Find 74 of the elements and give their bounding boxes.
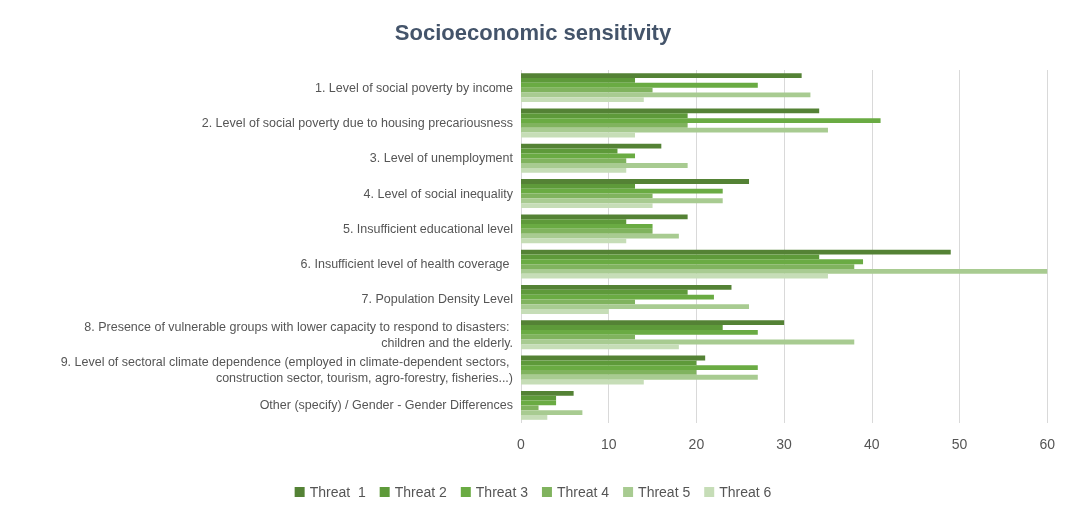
y-tick-label: 8. Presence of vulnerable groups with lower capacity to respond to disasters: children and the elderly. <box>84 319 513 350</box>
y-tick-label: 5. Insufficient educational level <box>342 221 513 236</box>
bar <box>521 415 548 420</box>
bar <box>521 163 688 168</box>
x-tick-label: 0 <box>517 436 526 452</box>
bar <box>521 238 627 244</box>
y-tick-label: 1. Level of social poverty by income <box>314 80 514 95</box>
bar <box>521 78 636 83</box>
legend-label: Threat 1 <box>309 484 366 500</box>
bar <box>521 188 723 194</box>
bar <box>521 289 688 295</box>
bar <box>521 158 627 164</box>
bar <box>521 325 723 330</box>
legend-label: Threat 2 <box>394 484 448 500</box>
bar <box>521 304 750 310</box>
y-tick-label: 3. Level of unemployment <box>369 151 514 166</box>
bar <box>521 360 697 366</box>
bar <box>521 299 636 305</box>
y-tick-label: 4. Level of social inequality <box>363 186 514 201</box>
bar <box>521 334 636 340</box>
bar <box>521 97 644 103</box>
bar <box>521 273 828 279</box>
bar <box>521 249 951 255</box>
bar <box>521 329 758 335</box>
bar <box>521 92 811 98</box>
bar <box>521 82 758 88</box>
y-tick-label: 2. Level of social poverty due to housing precariousness <box>201 115 513 130</box>
bar <box>521 405 539 411</box>
bar <box>521 143 662 149</box>
bar <box>521 73 802 78</box>
legend-label: Threat 4 <box>556 484 610 500</box>
legend-label: Threat 5 <box>638 484 691 500</box>
bar <box>521 108 820 114</box>
bar <box>521 284 732 290</box>
bar <box>521 344 679 350</box>
x-tick-label: 50 <box>951 436 968 452</box>
y-tick-label: Other (specify) / Gender - Gender Differences <box>259 398 513 413</box>
bar <box>521 113 688 119</box>
bar <box>521 122 688 128</box>
bar <box>521 167 627 173</box>
bar <box>521 320 785 326</box>
bar <box>521 264 855 269</box>
bar <box>521 183 636 189</box>
legend-label: Threat 3 <box>475 484 529 500</box>
bar <box>521 118 881 123</box>
bar <box>521 410 583 415</box>
bar <box>521 365 758 371</box>
y-tick-label: 7. Population Density Level <box>361 292 513 307</box>
x-tick-label: 10 <box>600 436 617 452</box>
x-tick-label: 20 <box>688 436 705 452</box>
bar <box>521 259 864 265</box>
bar <box>521 127 828 133</box>
bar <box>521 179 750 184</box>
bar <box>521 153 636 159</box>
x-tick-label: 40 <box>864 436 880 452</box>
chart-title: Socioeconomic sensitivity <box>394 19 672 45</box>
bar <box>521 268 1048 274</box>
bar <box>521 395 557 401</box>
y-tick-label: 9. Level of sectoral climate dependence (employed in climate-dependent sectors, construction sector, tourism, agro-forestry, fisheries...) <box>60 355 513 386</box>
legend-label: Threat 6 <box>719 484 772 500</box>
y-tick-label: 6. Insufficient level of health coverage <box>300 257 513 272</box>
bar <box>521 370 697 375</box>
bar <box>521 374 758 380</box>
bar <box>521 228 653 234</box>
x-tick-label: 60 <box>1039 436 1056 452</box>
bar <box>521 224 653 229</box>
bar <box>521 198 723 204</box>
bar <box>521 219 627 225</box>
bar <box>521 203 653 209</box>
bar <box>521 390 574 396</box>
bar <box>521 379 644 385</box>
bar <box>521 309 609 314</box>
x-tick-label: 30 <box>776 436 793 452</box>
bar <box>521 214 688 220</box>
